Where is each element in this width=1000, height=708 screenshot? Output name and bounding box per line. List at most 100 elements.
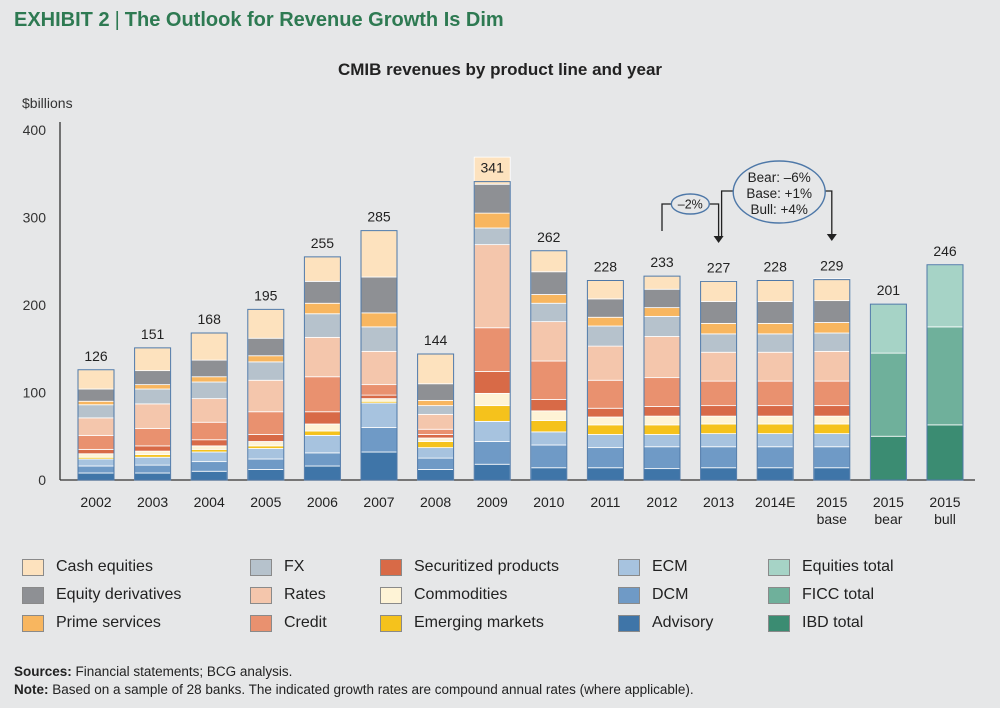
bar-segment	[700, 467, 737, 481]
bar-segment	[643, 434, 681, 448]
legend-label: Commodities	[414, 586, 508, 603]
x-tick-label: 2015	[816, 494, 847, 510]
bar-segment	[77, 465, 115, 474]
bar-segment	[134, 370, 172, 386]
bar-outline	[473, 181, 511, 481]
x-tick-label: base	[817, 511, 848, 527]
bar-segment	[134, 403, 172, 429]
bar-segment	[813, 415, 851, 425]
legend-item: Cash equities	[22, 556, 153, 578]
note-label: Note:	[14, 682, 49, 697]
bar-segment	[417, 405, 455, 415]
bar-segment	[700, 280, 737, 302]
bar-segment	[303, 336, 341, 378]
bar-segment	[643, 415, 681, 426]
bar-segment	[417, 447, 455, 459]
bar-segment	[756, 322, 794, 335]
bar-segment	[587, 467, 624, 481]
y-tick-label: 0	[38, 472, 46, 488]
bar-segment	[473, 463, 511, 481]
bar-outline	[134, 347, 172, 481]
legend-swatch	[250, 586, 272, 604]
bar-segment	[417, 383, 455, 401]
bar-outline	[869, 303, 907, 481]
bar-segment	[417, 434, 455, 439]
bar-segment	[870, 303, 907, 354]
y-axis-unit-label: $billions	[22, 95, 73, 111]
bar-segment	[700, 405, 737, 417]
bar-total-label: 228	[764, 259, 788, 275]
legend-label: Prime services	[56, 614, 161, 631]
bar-segment	[530, 444, 568, 469]
bar-segment	[587, 407, 624, 418]
bar-outline	[417, 353, 455, 481]
bar-segment	[587, 379, 624, 409]
bar-total-label: 229	[820, 258, 844, 274]
legend-item: DCM	[618, 584, 688, 606]
stacked-bar-chart: 0 100 200 300 400 126 2002 151 2003 168 2004 195 200…	[23, 122, 975, 527]
bar-segment	[587, 416, 624, 426]
bar-segment	[926, 326, 964, 426]
bar-segment	[587, 424, 624, 435]
x-tick-label: 2003	[137, 494, 168, 510]
bar-segment	[473, 244, 511, 329]
bar-segment	[360, 276, 398, 314]
bar-segment	[643, 424, 681, 435]
bar-segment	[587, 434, 624, 449]
bar-segment	[360, 230, 398, 278]
legend-item: Emerging markets	[380, 612, 544, 634]
bar-segment	[643, 336, 681, 379]
bar-segment	[247, 448, 285, 460]
bar-segment	[190, 439, 228, 447]
bar-outline	[190, 332, 228, 481]
legend-swatch	[22, 586, 44, 604]
legend-label: ECM	[652, 558, 688, 575]
exhibit-header: EXHIBIT 2 | The Outlook for Revenue Growth…	[14, 9, 504, 32]
bar-total-label: 228	[594, 259, 618, 275]
legend-item: Securitized products	[380, 556, 559, 578]
bar-segment	[756, 423, 794, 435]
legend-item: Advisory	[618, 612, 713, 634]
legend-label: IBD total	[802, 614, 864, 631]
legend-label: Rates	[284, 586, 326, 603]
bar-segment	[190, 421, 228, 441]
legend-item: Equity derivatives	[22, 584, 181, 606]
bar-segment	[417, 413, 455, 430]
bar-segment	[700, 415, 737, 425]
legend-swatch	[618, 614, 640, 632]
sources-label: Sources:	[14, 664, 72, 679]
bar-segment	[700, 433, 737, 448]
footnote-sources: Sources: Financial statements; BCG analy…	[14, 664, 292, 679]
scenario-growth-label: Bear: –6%	[748, 170, 811, 185]
bar-segment	[813, 278, 851, 302]
bar-segment	[756, 433, 794, 448]
bar-segment	[473, 212, 511, 229]
bar-segment	[530, 431, 568, 446]
bar-segment	[643, 315, 681, 337]
legend-label: FX	[284, 558, 305, 575]
legend-item: Credit	[250, 612, 327, 634]
bar-segment	[190, 376, 228, 383]
bar-segment	[473, 392, 511, 407]
bar-segment	[134, 384, 172, 390]
bar-total-label: 195	[254, 287, 278, 303]
bar-segment	[643, 377, 681, 407]
bar-segment	[813, 423, 851, 435]
legend-label: DCM	[652, 586, 689, 603]
bar-segment	[473, 227, 511, 246]
x-tick-label: 2012	[646, 494, 677, 510]
bar-segment	[756, 301, 794, 324]
legend-item: ECM	[618, 556, 688, 578]
bar-outline	[77, 369, 115, 481]
x-tick-label: 2005	[250, 494, 281, 510]
x-tick-label: 2009	[477, 494, 508, 510]
bar-segment	[756, 333, 794, 353]
bar-segment	[247, 411, 285, 435]
bar-segment	[643, 446, 681, 470]
bar-segment	[134, 445, 172, 452]
bar-segment	[530, 271, 568, 295]
bar-segment	[756, 380, 794, 407]
legend-swatch	[250, 558, 272, 576]
bar-segment	[303, 280, 341, 304]
bar-total-label: 126	[84, 348, 108, 364]
